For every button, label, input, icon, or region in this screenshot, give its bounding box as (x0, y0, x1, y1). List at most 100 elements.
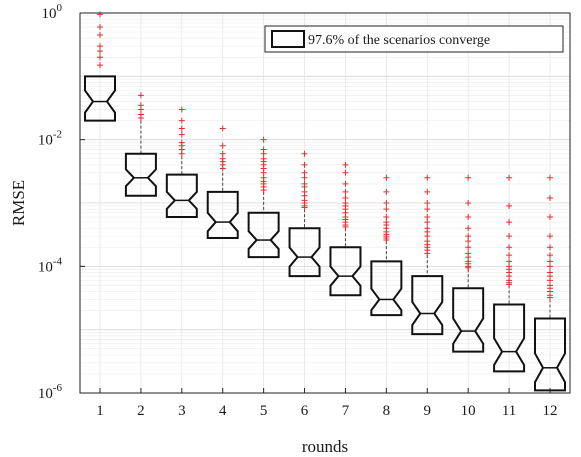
box-body (370, 260, 403, 317)
outlier (178, 125, 185, 132)
y-tick-label: 10-6 (38, 382, 63, 402)
x-tick-label: 10 (461, 403, 476, 419)
outlier (97, 24, 103, 31)
box-10 (452, 174, 485, 353)
outlier (342, 200, 349, 206)
outlier (97, 31, 103, 38)
box-11 (493, 174, 526, 373)
outlier (465, 238, 472, 245)
outlier (424, 200, 431, 206)
outlier (342, 169, 349, 176)
x-tick-label: 6 (301, 403, 309, 419)
outlier (178, 106, 185, 113)
outlier (465, 225, 472, 232)
outlier (342, 180, 349, 187)
outlier (219, 150, 226, 157)
outlier (301, 169, 308, 176)
plot-area (84, 11, 566, 392)
box-body (165, 173, 198, 219)
legend-box (264, 25, 564, 53)
outlier (97, 11, 103, 18)
x-tick-label: 3 (178, 403, 186, 419)
outlier (383, 188, 390, 195)
box-7 (329, 161, 362, 297)
box-2 (124, 92, 157, 197)
outlier (547, 244, 553, 251)
box-body (247, 211, 280, 259)
outlier (465, 233, 472, 240)
box-body (493, 303, 526, 373)
y-tick-label: 100 (42, 2, 63, 22)
outlier (383, 174, 390, 181)
box-4 (206, 125, 239, 240)
x-axis: 1 2 3 4 5 6 7 8 9 10 11 12 (96, 388, 558, 419)
outlier (424, 225, 431, 232)
outlier (424, 219, 431, 226)
outlier (424, 206, 431, 213)
outlier (301, 150, 308, 157)
outlier (301, 174, 308, 181)
outlier (342, 188, 349, 195)
outlier (424, 238, 431, 245)
outlier (137, 102, 144, 109)
outlier (260, 174, 267, 181)
outlier (383, 206, 390, 213)
outlier (219, 142, 226, 149)
y-tick-label: 10-2 (38, 129, 62, 149)
outlier (547, 282, 553, 289)
outlier (547, 258, 553, 265)
x-axis-label: rounds (302, 437, 348, 456)
outlier (547, 252, 553, 259)
outlier (260, 146, 267, 153)
box-body (534, 317, 566, 392)
outlier (383, 200, 390, 206)
box-12 (534, 174, 566, 392)
outlier (260, 155, 267, 162)
outlier (424, 188, 431, 195)
outlier (383, 219, 390, 226)
legend-text: 97.6% of the scenarios converge (308, 33, 490, 48)
outlier (342, 161, 349, 168)
y-axis: 100 10-2 10-4 10-6 (38, 2, 85, 402)
box-body (288, 227, 321, 278)
y-axis-label: RMSE (9, 180, 28, 226)
box-9 (411, 174, 444, 336)
x-tick-label: 2 (137, 403, 145, 419)
outlier (547, 269, 553, 276)
x-tick-label: 4 (219, 403, 227, 419)
box-1 (84, 11, 116, 122)
x-tick-label: 11 (502, 403, 516, 419)
axes-frame (79, 12, 571, 394)
outlier (465, 174, 472, 181)
outlier (547, 194, 553, 201)
outlier (137, 111, 144, 118)
outlier (506, 174, 513, 181)
box-8 (370, 174, 403, 317)
box-body (329, 246, 362, 297)
grid (80, 12, 570, 394)
outlier (301, 161, 308, 168)
outlier (219, 125, 226, 132)
outlier (506, 258, 513, 265)
outlier (137, 92, 144, 99)
outlier (424, 214, 431, 221)
outlier (465, 200, 472, 206)
outlier (342, 194, 349, 201)
outlier (97, 48, 103, 55)
outlier (506, 244, 513, 251)
outlier (547, 174, 553, 181)
outlier (97, 43, 103, 50)
box-body (124, 152, 157, 197)
box-3 (165, 106, 198, 219)
outlier (97, 54, 103, 61)
outlier (506, 233, 513, 240)
box-body (411, 275, 444, 336)
outlier (547, 214, 553, 221)
outlier (301, 180, 308, 187)
outlier (383, 214, 390, 221)
outlier (547, 233, 553, 240)
outlier (97, 62, 103, 69)
legend: 97.6% of the scenarios converge (264, 25, 564, 53)
x-tick-label: 5 (260, 403, 268, 419)
